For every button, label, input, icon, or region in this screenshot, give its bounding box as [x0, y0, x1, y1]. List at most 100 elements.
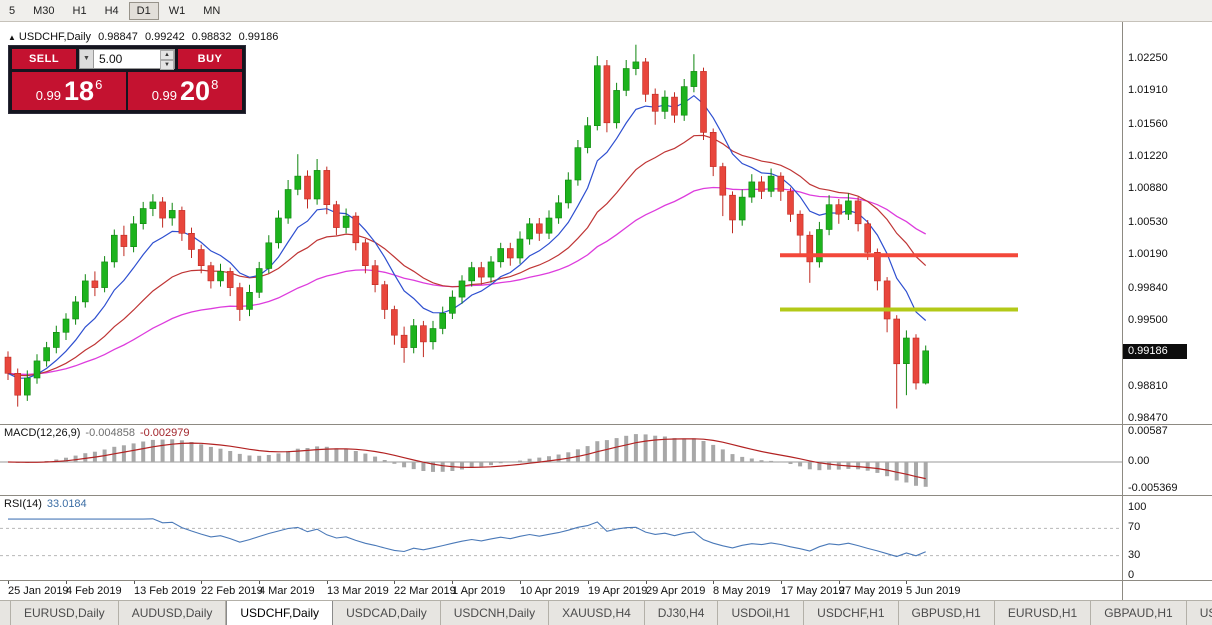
- macd-pane: MACD(12,26,9) -0.004858 -0.002979: [0, 425, 1122, 495]
- price-scale-label: 0.98810: [1128, 380, 1168, 392]
- chart-title: ▲ USDCHF,Daily 0.98847 0.99242 0.98832 0.…: [8, 31, 282, 43]
- time-axis-label: 10 Apr 2019: [520, 585, 580, 597]
- time-axis-tick: [134, 581, 135, 584]
- timeframe-button-d1[interactable]: D1: [128, 1, 159, 20]
- time-axis-label: 22 Mar 2019: [394, 585, 456, 597]
- buy-button[interactable]: BUY: [178, 49, 242, 69]
- macd-scale-label: 0.00: [1128, 455, 1150, 467]
- price-scale-label: 1.00530: [1128, 216, 1168, 228]
- time-axis-tick: [327, 581, 328, 584]
- macd-value-1: -0.004858: [85, 427, 135, 439]
- rsi-canvas: [0, 518, 1122, 558]
- rsi-row: RSI(14) 33.0184 100 70 30 0: [0, 495, 1212, 580]
- volume-dropdown-icon[interactable]: ▼: [79, 49, 94, 69]
- time-axis-label: 27 May 2019: [839, 585, 903, 597]
- time-axis-row: 25 Jan 2019 4 Feb 2019 13 Feb 2019 22 Feb 2…: [0, 580, 1212, 600]
- time-axis-label: 5 Jun 2019: [906, 585, 961, 597]
- chart-tab-usdcad-daily[interactable]: USDCAD,Daily: [333, 601, 441, 625]
- chart-tab-usdchf-daily[interactable]: USDCHF,Daily: [226, 601, 334, 625]
- price-scale-label: 1.00880: [1128, 182, 1168, 194]
- timeframe-button-h1[interactable]: H1: [72, 4, 87, 17]
- buy-price-prefix: 0.99: [151, 88, 178, 103]
- timeframe-button-5[interactable]: 5: [9, 4, 16, 17]
- time-axis-label: 22 Feb 2019: [201, 585, 263, 597]
- time-axis-tick: [588, 581, 589, 584]
- time-axis-label: 19 Apr 2019: [588, 585, 648, 597]
- macd-scale-label: 0.00587: [1128, 425, 1168, 437]
- timeframe-button-mn[interactable]: MN: [203, 4, 221, 17]
- volume-stepper[interactable]: ▲ ▼: [160, 50, 174, 70]
- sell-button[interactable]: SELL: [12, 49, 76, 69]
- volume-down-icon[interactable]: ▼: [160, 60, 174, 70]
- buy-price-display[interactable]: 0.99 20 8: [128, 72, 242, 110]
- timeframe-button-w1[interactable]: W1: [168, 4, 186, 17]
- chart-tab-usdjpy-h1[interactable]: USDJPY,H1: [1187, 601, 1212, 625]
- chart-tab-gbpusd-h1[interactable]: GBPUSD,H1: [899, 601, 995, 625]
- time-axis-tick: [259, 581, 260, 584]
- sell-price-sup: 6: [95, 77, 103, 92]
- timeframe-toolbar: 5 M30 H1 H4 D1 W1 MN: [0, 0, 1212, 22]
- time-axis-tick: [781, 581, 782, 584]
- chart-tab-gbpaud-h1[interactable]: GBPAUD,H1: [1091, 601, 1187, 625]
- volume-input[interactable]: 5.00 ▲ ▼: [94, 49, 175, 70]
- macd-scale: 0.00587 0.00 -0.005369: [1122, 425, 1212, 495]
- rsi-pane: RSI(14) 33.0184: [0, 496, 1122, 580]
- buy-price-sup: 8: [211, 77, 219, 92]
- timeframe-button-h4[interactable]: H4: [104, 4, 119, 17]
- volume-up-icon[interactable]: ▲: [160, 50, 174, 60]
- price-pane[interactable]: ▲ USDCHF,Daily 0.98847 0.99242 0.98832 0.…: [0, 22, 1122, 424]
- chart-tab-dj30-h4[interactable]: DJ30,H4: [645, 601, 719, 625]
- rsi-scale-label: 100: [1128, 501, 1147, 513]
- time-axis-tick: [8, 581, 9, 584]
- symbol-title: USDCHF,Daily: [18, 31, 92, 43]
- buy-price-big: 20: [180, 76, 211, 106]
- time-axis-tick: [839, 581, 840, 584]
- price-scale-label: 0.98470: [1128, 412, 1168, 424]
- rsi-scale-label: 70: [1128, 521, 1141, 533]
- time-axis-tick: [646, 581, 647, 584]
- chart-tab-eurusd-daily[interactable]: EURUSD,Daily: [10, 601, 119, 625]
- time-axis-scale-corner: [1122, 581, 1212, 600]
- time-axis: 25 Jan 2019 4 Feb 2019 13 Feb 2019 22 Feb 2…: [0, 581, 1122, 600]
- chart-area: ▲ USDCHF,Daily 0.98847 0.99242 0.98832 0.…: [0, 22, 1212, 600]
- rsi-scale-label: 0: [1128, 569, 1135, 580]
- time-axis-tick: [906, 581, 907, 584]
- one-click-trading-panel: SELL ▼ 5.00 ▲ ▼ BUY 0.99: [8, 45, 246, 114]
- price-scale-label: 0.99500: [1128, 314, 1168, 326]
- time-axis-tick: [452, 581, 453, 584]
- time-axis-label: 13 Feb 2019: [134, 585, 196, 597]
- volume-value[interactable]: 5.00: [99, 52, 123, 66]
- chart-tab-usdcnh-daily[interactable]: USDCNH,Daily: [441, 601, 550, 625]
- rsi-name: RSI(14): [4, 498, 42, 510]
- collapse-arrow-icon[interactable]: ▲: [8, 33, 16, 42]
- ohlc-high: 0.99242: [144, 31, 185, 43]
- time-axis-label: 4 Feb 2019: [66, 585, 122, 597]
- chart-tab-audusd-daily[interactable]: AUDUSD,Daily: [119, 601, 227, 625]
- price-chart-canvas[interactable]: [0, 22, 1122, 424]
- price-scale-label: 1.01910: [1128, 84, 1168, 96]
- price-scale: 0.99186 1.02250 1.01910 1.01560 1.01220 1.00…: [1122, 22, 1212, 424]
- price-scale-label: 0.99840: [1128, 282, 1168, 294]
- chart-tab-eurusd-h1[interactable]: EURUSD,H1: [995, 601, 1092, 625]
- rsi-label: RSI(14) 33.0184: [4, 498, 87, 510]
- time-axis-tick: [520, 581, 521, 584]
- ohlc-open: 0.98847: [98, 31, 138, 43]
- rsi-value: 33.0184: [46, 498, 87, 510]
- macd-value-2: -0.002979: [139, 427, 190, 439]
- sell-price-big: 18: [64, 76, 95, 106]
- time-axis-label: 4 Mar 2019: [259, 585, 315, 597]
- time-axis-tick: [394, 581, 395, 584]
- chart-tab-usdoil-h1[interactable]: USDOil,H1: [718, 601, 805, 625]
- current-price-badge: 0.99186: [1123, 344, 1187, 359]
- chart-tab-usdchf-h1[interactable]: USDCHF,H1: [804, 601, 899, 625]
- sell-price-display[interactable]: 0.99 18 6: [12, 72, 126, 110]
- time-axis-label: 8 May 2019: [713, 585, 771, 597]
- timeframe-button-m30[interactable]: M30: [33, 4, 55, 17]
- macd-name: MACD(12,26,9): [4, 427, 81, 439]
- price-scale-label: 1.00190: [1128, 248, 1168, 260]
- ohlc-low: 0.98832: [191, 31, 232, 43]
- rsi-scale-label: 30: [1128, 549, 1141, 561]
- price-scale-label: 1.01220: [1128, 150, 1168, 162]
- chart-tab-xauusd-h4[interactable]: XAUUSD,H4: [549, 601, 645, 625]
